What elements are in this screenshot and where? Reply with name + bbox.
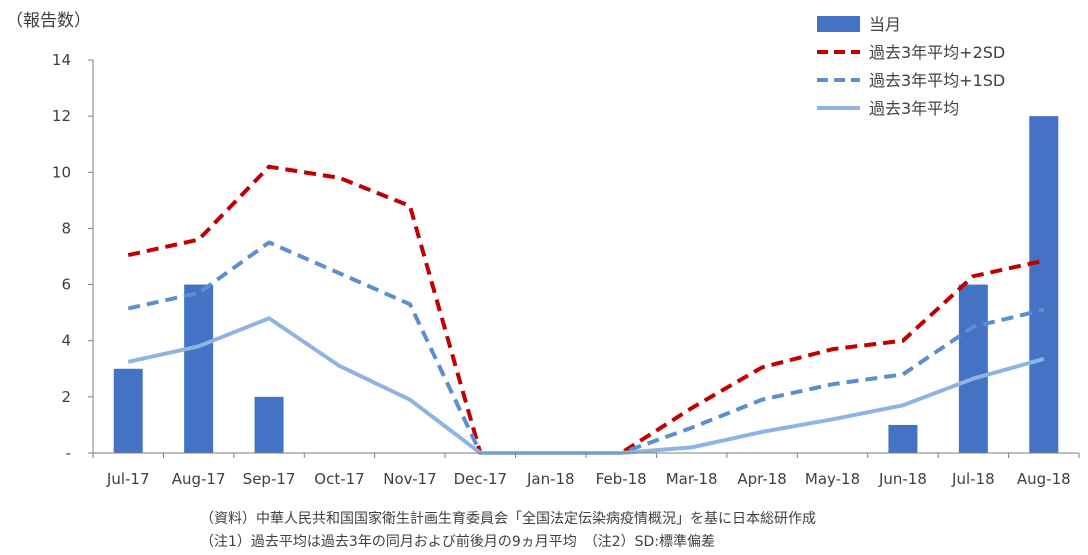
x-tick-label: Feb-18 (596, 470, 647, 488)
bar (958, 284, 988, 453)
x-tick-label: Sep-17 (243, 470, 296, 488)
y-tick-label: 10 (52, 163, 71, 181)
x-tick-label: Mar-18 (666, 470, 718, 488)
y-tick-label: 12 (52, 107, 71, 125)
bar (1029, 116, 1059, 454)
x-tick-label: Jul-18 (951, 470, 995, 488)
y-tick-label: 4 (61, 332, 71, 350)
y-tick-label: 2 (61, 388, 71, 406)
y-tick-label: 6 (61, 276, 71, 294)
legend-label: 過去3年平均+2SD (869, 43, 1005, 62)
bar (254, 396, 284, 453)
x-tick-label: Aug-18 (1017, 470, 1071, 488)
x-tick-label: Jun-18 (878, 470, 927, 488)
x-tick-label: Oct-17 (314, 470, 364, 488)
x-tick-label: Jan-18 (526, 470, 575, 488)
y-tick-label: 14 (52, 51, 71, 69)
bar (888, 424, 918, 453)
legend-label: 過去3年平均 (869, 99, 959, 118)
series-line (127, 240, 1045, 455)
x-tick-label: Jul-17 (106, 470, 150, 488)
x-tick-label: Apr-18 (737, 470, 787, 488)
x-tick-label: Nov-17 (383, 470, 436, 488)
legend-label: 過去3年平均+1SD (869, 71, 1005, 90)
x-tick-label: May-18 (805, 470, 860, 488)
legend-swatch (817, 16, 860, 32)
footnote: （注1）過去平均は過去3年の同月および前後月の9ヵ月平均 （注2）SD:標準偏差 (200, 533, 715, 550)
y-axis-label: （報告数） (6, 11, 91, 31)
bar (113, 368, 143, 453)
y-tick-label: - (66, 444, 71, 462)
x-tick-label: Dec-17 (454, 470, 508, 488)
y-tick-label: 8 (61, 219, 71, 237)
x-tick-label: Aug-17 (172, 470, 226, 488)
series-line (127, 164, 1045, 455)
bar (184, 284, 214, 453)
legend-label: 当月 (869, 15, 901, 34)
source-note: （資料）中華人民共和国国家衛生計画生育委員会「全国法定伝染病疫情概況」を基に日本… (200, 510, 816, 527)
